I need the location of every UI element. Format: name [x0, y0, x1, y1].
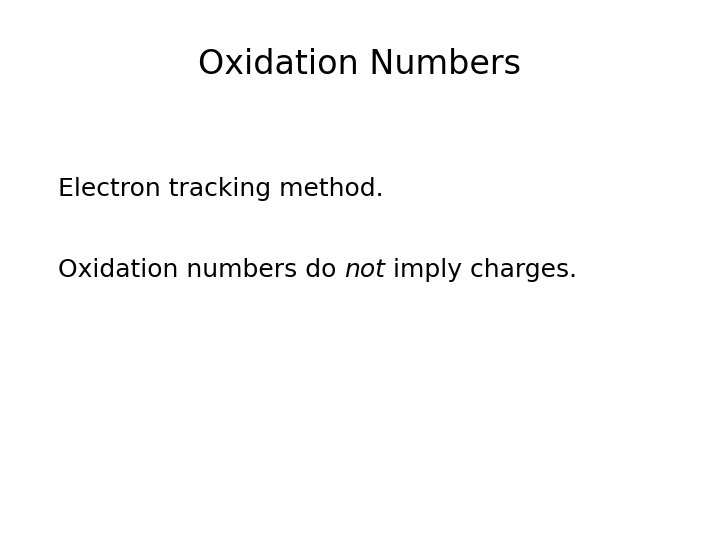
Text: Electron tracking method.: Electron tracking method. [58, 177, 383, 201]
Text: Oxidation Numbers: Oxidation Numbers [199, 48, 521, 82]
Text: Oxidation numbers do: Oxidation numbers do [58, 258, 344, 282]
Text: imply charges.: imply charges. [385, 258, 577, 282]
Text: not: not [344, 258, 385, 282]
